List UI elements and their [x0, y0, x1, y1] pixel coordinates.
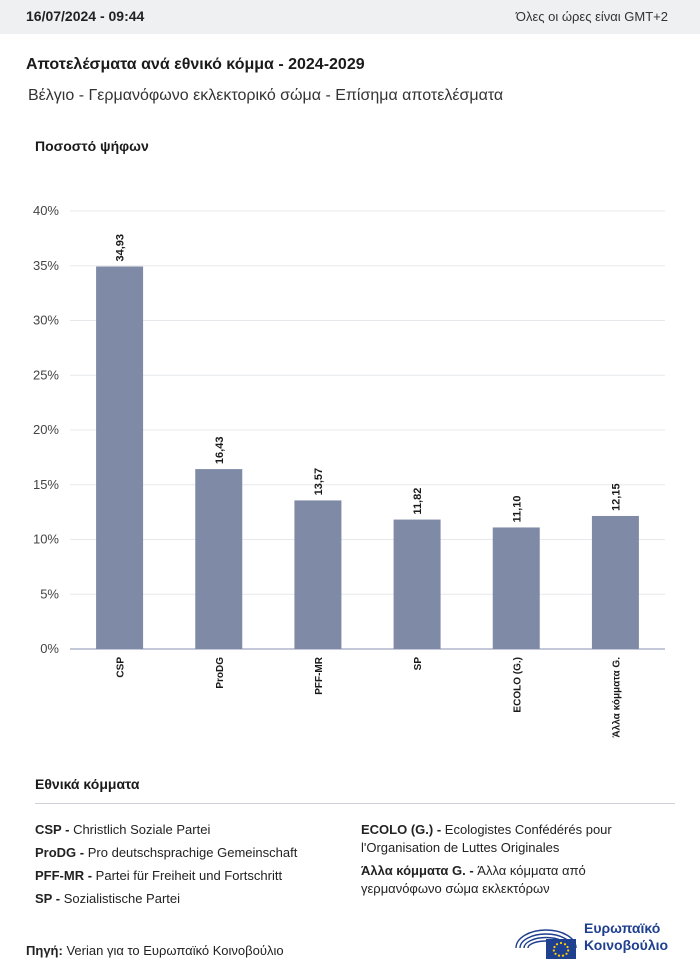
x-tick-label: PFF-MR: [314, 656, 325, 695]
bar: [96, 266, 144, 649]
legend-item-pff-mr: PFF-MR - Partei für Freiheit und Fortsch…: [35, 867, 345, 885]
bar: [591, 515, 639, 649]
legend-name: Partei für Freiheit und Fortschritt: [95, 868, 283, 883]
legend-abbr: ProDG -: [35, 845, 85, 860]
page-title: Αποτελέσματα ανά εθνικό κόμμα - 2024-202…: [26, 56, 365, 73]
timezone-note: Όλες οι ώρες είναι GMT+2: [515, 9, 668, 24]
data-label: 12,15: [610, 483, 622, 511]
legend-item-csp: CSP - Christlich Soziale Partei: [35, 821, 345, 839]
y-axis-label: Ποσοστό ψήφων: [35, 138, 149, 154]
y-tick-label: 20%: [33, 422, 59, 437]
logo-text: Ευρωπαϊκό Κοινοβούλιο: [584, 920, 668, 954]
legend-item-prodg: ProDG - Pro deutschsprachige Gemeinschaf…: [35, 844, 345, 862]
legend-name: Άλλα κόμματα από γερμανόφωνο σώμα εκλεκτ…: [361, 863, 586, 896]
bar: [492, 527, 540, 649]
logo-line-2: Κοινοβούλιο: [584, 937, 669, 953]
legend-abbr: PFF-MR -: [35, 868, 93, 883]
x-tick-label: SP: [413, 657, 424, 671]
legend-name: Christlich Soziale Partei: [73, 822, 211, 837]
bar: [294, 500, 342, 649]
top-bar: 16/07/2024 - 09:44 Όλες οι ώρες είναι GM…: [0, 0, 700, 34]
x-tick-label: CSP: [116, 657, 127, 678]
source-text: Verian για το Ευρωπαϊκό Κοινοβούλιο: [66, 943, 284, 958]
legend-name: Sozialistische Partei: [63, 891, 181, 906]
bar-chart: 0% 5% 10% 15% 20% 25% 30% 35% 40% 34,93 CSP 16,43 Pr…: [33, 203, 665, 738]
y-tick-label: 30%: [33, 313, 59, 328]
y-tick-label: 15%: [33, 477, 59, 492]
logo-line-1: Ευρωπαϊκό: [584, 920, 661, 936]
y-tick-label: 10%: [33, 532, 59, 547]
legend-item-sp: SP - Sozialistische Partei: [35, 890, 345, 908]
data-label: 11,82: [412, 488, 424, 515]
legend-name: Ecologistes Confédérés pour l'Organisati…: [361, 822, 612, 855]
legend-abbr: SP -: [35, 891, 61, 906]
legend-item-ecolo: ECOLO (G.) - Ecologistes Confédérés pour…: [361, 821, 661, 857]
data-label: 11,10: [511, 496, 523, 523]
legend-abbr: ECOLO (G.) -: [361, 822, 442, 837]
legend-divider: [35, 803, 675, 804]
legend-abbr: CSP -: [35, 822, 70, 837]
legend-item-others: Άλλα κόμματα G. - Άλλα κόμματα από γερμα…: [361, 862, 661, 898]
data-label: 16,43: [214, 437, 226, 465]
y-tick-label: 25%: [33, 367, 59, 382]
x-tick-label: ECOLO (G.): [512, 657, 523, 713]
timestamp: 16/07/2024 - 09:44: [26, 8, 145, 24]
data-label: 34,93: [115, 234, 127, 262]
european-parliament-logo: Ευρωπαϊκό Κοινοβούλιο: [513, 918, 683, 962]
legend-name: Pro deutschsprachige Gemeinschaft: [87, 845, 298, 860]
x-tick-label: ProDG: [215, 657, 226, 689]
parliament-hemicycle-icon: [515, 929, 577, 959]
source-label: Πηγή:: [26, 943, 63, 958]
legend-title: Εθνικά κόμματα: [35, 776, 140, 792]
y-tick-label: 40%: [33, 203, 59, 218]
y-tick-label: 5%: [40, 586, 59, 601]
page-subtitle: Βέλγιο - Γερμανόφωνο εκλεκτορικό σώμα - …: [28, 87, 504, 104]
legend-column-2: ECOLO (G.) - Ecologistes Confédérés pour…: [361, 821, 661, 903]
legend-abbr: Άλλα κόμματα G. -: [361, 863, 474, 878]
bar: [393, 519, 441, 649]
y-tick-label: 35%: [33, 258, 59, 273]
source-note: Πηγή: Verian για το Ευρωπαϊκό Κοινοβούλι…: [26, 943, 284, 958]
x-tick-label: Άλλα κόμματα G.: [611, 657, 622, 738]
bar: [195, 469, 243, 649]
data-label: 13,57: [313, 468, 325, 496]
y-tick-label: 0%: [40, 641, 59, 656]
legend-column-1: CSP - Christlich Soziale Partei ProDG - …: [35, 821, 345, 913]
